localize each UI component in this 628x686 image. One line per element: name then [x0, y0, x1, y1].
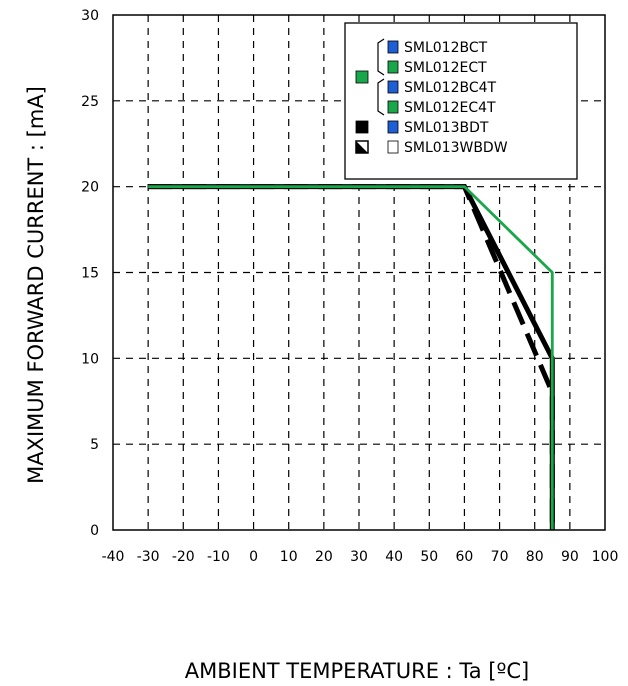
legend-label: SML013WBDW: [404, 140, 508, 156]
legend: SML012BCT SML012ECT SML012BC4T SML012EC4T SM…: [344, 22, 578, 180]
legend-label: SML012EC4T: [404, 100, 496, 116]
legend-swatch: [387, 140, 399, 154]
x-tick-label: 100: [592, 549, 619, 565]
legend-group-marker: [355, 70, 369, 84]
plot-frame: [112, 14, 606, 531]
series-line-green: [148, 185, 554, 530]
legend-swatch: [387, 60, 399, 74]
x-axis-title: AMBIENT TEMPERATURE : Ta [ºC]: [185, 659, 530, 683]
legend-swatch: [387, 120, 399, 134]
x-tick-labels: -40 -30 -20 -10 0 10 20 30 40 50 60 70 80 90 100: [102, 549, 619, 565]
x-tick-label: 60: [456, 549, 474, 565]
x-tick-label: -10: [207, 549, 230, 565]
x-tick-label: 30: [350, 549, 368, 565]
legend-swatch: [387, 100, 399, 114]
legend-box: [344, 22, 578, 180]
y-tick-label: 0: [90, 523, 99, 539]
x-tick-label: -40: [102, 549, 125, 565]
legend-group-marker: [355, 120, 369, 134]
x-tick-label: 10: [280, 549, 298, 565]
y-axis-title: MAXIMUM FORWARD CURRENT : [mA]: [24, 86, 48, 484]
x-tick-label: 90: [561, 549, 579, 565]
grid-lines: [113, 15, 605, 530]
legend-label: SML013BDT: [404, 120, 489, 136]
legend-label: SML012BC4T: [404, 80, 497, 96]
legend-swatch: [387, 80, 399, 94]
y-tick-label: 15: [81, 266, 99, 282]
y-tick-labels: 0 5 10 15 20 25 30: [81, 8, 99, 539]
legend-swatch: [387, 40, 399, 54]
y-tick-label: 30: [81, 8, 99, 24]
legend-label: SML012ECT: [404, 60, 487, 76]
x-tick-label: 80: [526, 549, 544, 565]
legend-group-marker-fill: [356, 141, 368, 153]
y-tick-label: 5: [90, 437, 99, 453]
y-tick-label: 20: [81, 180, 99, 196]
y-tick-label: 25: [81, 94, 99, 110]
x-tick-label: 50: [420, 549, 438, 565]
legend-bracket: [377, 38, 385, 76]
x-tick-label: -30: [137, 549, 160, 565]
legend-bracket: [377, 78, 385, 116]
legend-label: SML012BCT: [404, 40, 488, 56]
x-tick-label: 20: [315, 549, 333, 565]
x-tick-label: 40: [385, 549, 403, 565]
x-tick-label: 70: [491, 549, 509, 565]
x-tick-label: 0: [249, 549, 258, 565]
series-lines: [148, 184, 555, 530]
x-tick-label: -20: [172, 549, 195, 565]
y-tick-label: 10: [81, 351, 99, 367]
